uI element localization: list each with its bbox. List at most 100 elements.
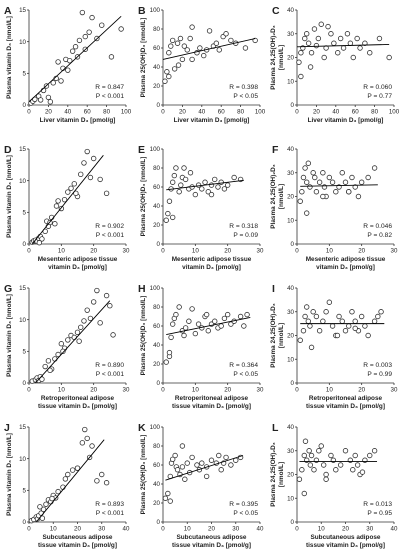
x-tick-label: 30 [391,248,398,255]
data-point [192,191,199,198]
regression-line [165,455,244,481]
data-point [167,498,173,504]
x-tick-label: 40 [332,109,339,116]
y-tick-label: 40 [287,146,294,153]
data-point [174,467,181,473]
y-tick-label: 40 [153,481,160,488]
data-point [203,473,210,480]
data-point [231,174,237,181]
data-point [212,318,218,324]
y-axis-label: Plasma 25(OH)D₃ [nmol/L] [140,157,147,237]
y-tick-label: 80 [153,443,160,450]
p-value: P < 0.05 [233,510,258,517]
data-point [50,80,56,86]
data-point [94,478,100,484]
data-point [305,318,312,324]
data-point [195,182,202,188]
data-point [179,464,186,470]
data-point [315,35,322,42]
p-value: P < 0.001 [96,510,125,517]
data-point [118,26,124,32]
data-point [362,40,368,46]
data-point [299,189,305,195]
data-point [347,40,354,46]
x-tick-label: 30 [257,248,264,255]
y-tick-label: 15 [19,7,26,14]
data-point [179,56,186,63]
data-point [342,179,349,185]
data-point [307,323,313,329]
data-point [216,47,222,53]
x-tick-label: 100 [121,109,132,116]
y-tick-label: 60 [153,462,160,469]
data-point [328,452,334,459]
data-point [184,460,190,466]
data-point [367,452,373,459]
x-tick-label: 20 [224,248,231,255]
data-point [78,171,84,178]
data-point [169,456,176,462]
x-tick-label: 30 [123,387,130,394]
data-point [218,323,224,329]
data-point [337,35,344,42]
data-point [71,334,77,341]
data-point [176,189,182,195]
data-point [79,9,86,16]
data-point [308,452,315,459]
data-point [171,172,178,179]
data-point [223,31,229,37]
p-value: P = 0.82 [367,232,392,239]
data-point [302,35,308,42]
x-axis-label: Liver vitamin D₃ [pmol/g] [40,117,116,124]
panel-letter: E [138,144,145,156]
data-point [307,184,313,190]
data-point [55,488,61,495]
data-point [352,184,358,190]
x-tick-label: 40 [257,526,264,533]
y-tick-label: 5 [23,349,27,356]
data-point [199,460,205,466]
x-tick-label: 20 [208,526,215,533]
data-point [320,462,327,468]
data-point [82,426,88,433]
y-tick-label: 10 [287,356,294,363]
data-point [162,495,169,501]
data-point [202,179,208,185]
x-axis-label: Retroperitoneal adipose [309,395,383,402]
data-point [310,170,316,176]
y-axis-label: Plasma 25(OH)D₃ [nmol/L] [140,18,147,98]
r-value: R = 0.847 [95,84,124,91]
x-tick-label: 10 [58,387,65,394]
y-tick-label: 0 [157,380,161,387]
panel-letter: D [4,144,12,156]
data-point [212,176,218,183]
data-point [346,189,352,195]
data-point [45,358,52,364]
data-point [103,292,110,299]
data-point [65,337,71,343]
y-tick-label: 15 [19,285,26,292]
data-point [74,465,81,471]
x-tick-label: 60 [218,109,225,116]
y-tick-label: 0 [291,380,295,387]
data-point [184,47,190,53]
y-axis-label: Plasma 24,25(OH)₂D₃ [270,442,277,506]
data-point [76,37,83,44]
data-point [189,56,195,63]
y-tick-label: 100 [150,424,161,431]
data-point [318,21,324,27]
data-point [182,176,189,183]
x-tick-label: 30 [123,248,130,255]
data-point [336,313,342,320]
panel-letter: G [4,283,12,295]
data-point [110,332,116,338]
r-value: R = 0.902 [95,223,124,230]
data-point [349,174,355,181]
data-point [386,54,392,61]
data-point [39,515,46,521]
r-value: R = 0.003 [363,362,392,369]
data-point [165,490,171,497]
data-point [371,448,378,454]
data-point [37,97,44,103]
y-tick-label: 0 [23,380,27,387]
